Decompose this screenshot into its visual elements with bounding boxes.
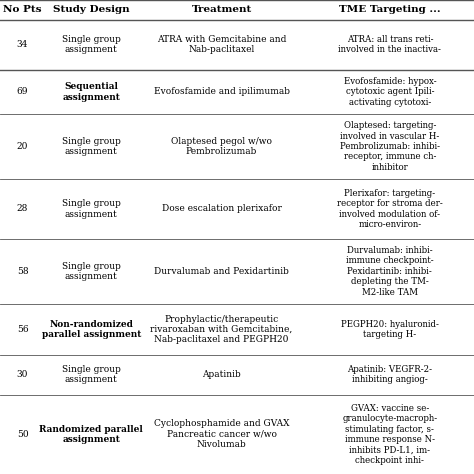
Text: Single group
assignment: Single group assignment: [62, 199, 121, 219]
Text: Evofosfamide: hypox-
cytotoxic agent Ipili-
activating cytotoxi-: Evofosfamide: hypox- cytotoxic agent Ipi…: [344, 77, 436, 107]
Text: GVAX: vaccine se-
granulocyte-macroph-
stimulating factor, s-
immune response N-: GVAX: vaccine se- granulocyte-macroph- s…: [342, 404, 438, 465]
Text: 56: 56: [17, 325, 28, 334]
Text: ATRA with Gemcitabine and
Nab-paclitaxel: ATRA with Gemcitabine and Nab-paclitaxel: [157, 35, 286, 55]
Text: 34: 34: [17, 40, 28, 49]
Text: 20: 20: [17, 142, 28, 151]
Text: 28: 28: [17, 204, 28, 213]
Text: 50: 50: [17, 430, 28, 439]
Text: Single group
assignment: Single group assignment: [62, 35, 121, 55]
Text: Evofosfamide and ipilimumab: Evofosfamide and ipilimumab: [154, 87, 290, 96]
Text: Non-randomized
parallel assignment: Non-randomized parallel assignment: [42, 320, 141, 339]
Text: Sequential
assignment: Sequential assignment: [62, 82, 120, 101]
Text: 30: 30: [17, 370, 28, 379]
Text: No Pts: No Pts: [3, 5, 42, 14]
Text: Single group
assignment: Single group assignment: [62, 365, 121, 384]
Text: Durvalumab and Pexidartinib: Durvalumab and Pexidartinib: [154, 267, 289, 276]
Text: ATRA: all trans reti-
involved in the inactiva-: ATRA: all trans reti- involved in the in…: [338, 35, 441, 55]
Text: Single group
assignment: Single group assignment: [62, 262, 121, 281]
Text: Randomized parallel
assignment: Randomized parallel assignment: [39, 425, 143, 444]
Text: 58: 58: [17, 267, 28, 276]
Text: Study Design: Study Design: [53, 5, 129, 14]
Text: Treatment: Treatment: [191, 5, 252, 14]
Text: Apatinib: VEGFR-2-
inhibiting angiog-: Apatinib: VEGFR-2- inhibiting angiog-: [347, 365, 432, 384]
Text: Dose escalation plerixafor: Dose escalation plerixafor: [162, 204, 282, 213]
Text: Durvalumab: inhibi-
immune checkpoint-
Pexidartinib: inhibi-
depleting the TM-
M: Durvalumab: inhibi- immune checkpoint- P…: [346, 246, 434, 297]
Text: Prophylactic/therapeutic
rivaroxaban with Gemcitabine,
Nab-paclitaxel and PEGPH2: Prophylactic/therapeutic rivaroxaban wit…: [150, 315, 293, 344]
Text: Plerixafor: targeting-
receptor for stroma der-
involved modulation of-
micro-en: Plerixafor: targeting- receptor for stro…: [337, 189, 443, 229]
Text: Cyclophosphamide and GVAX
Pancreatic cancer w/wo
Nivolumab: Cyclophosphamide and GVAX Pancreatic can…: [154, 419, 289, 449]
Text: Apatinib: Apatinib: [202, 370, 241, 379]
Text: PEGPH20: hyaluronid-
targeting H-: PEGPH20: hyaluronid- targeting H-: [341, 320, 439, 339]
Text: Single group
assignment: Single group assignment: [62, 137, 121, 156]
Text: TME Targeting ...: TME Targeting ...: [339, 5, 441, 14]
Text: Olaptesed: targeting-
involved in vascular H-
Pembrolizumab: inhibi-
receptor, i: Olaptesed: targeting- involved in vascul…: [340, 121, 440, 172]
Text: Olaptesed pegol w/wo
Pembrolizumab: Olaptesed pegol w/wo Pembrolizumab: [171, 137, 272, 156]
Text: 69: 69: [17, 87, 28, 96]
